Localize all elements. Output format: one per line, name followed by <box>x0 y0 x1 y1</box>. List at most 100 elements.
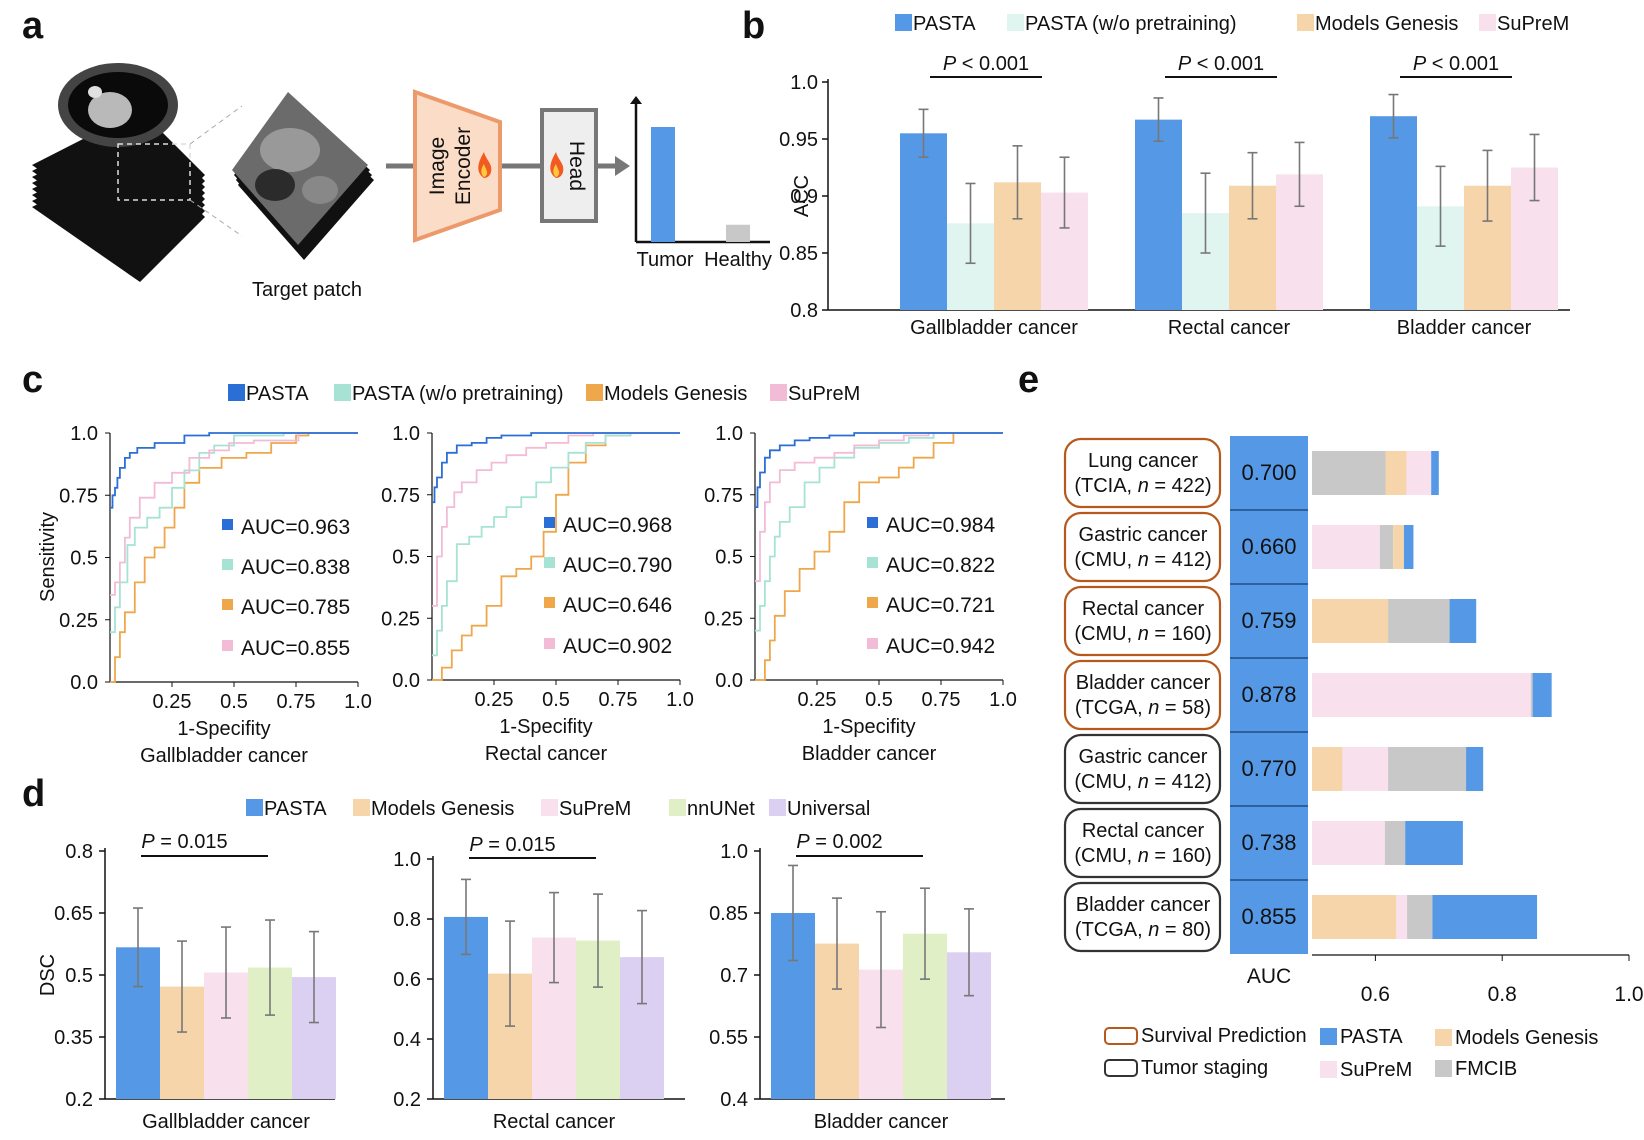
c2-auc-swatch-2 <box>867 597 878 608</box>
d1-yticklabel-0: 0.2 <box>393 1089 421 1111</box>
legend-d-label-2: SuPreM <box>559 798 631 820</box>
legend-c-swatch-0 <box>228 384 245 401</box>
c2-roc-1 <box>755 432 1003 632</box>
e-bar-3-0 <box>1312 673 1531 717</box>
e-auc-value-5: 0.738 <box>1241 830 1296 855</box>
c2-xticklabel-2: 0.75 <box>922 689 961 711</box>
c2-yticklabel-0: 0.0 <box>715 670 743 692</box>
c0-auc-label-2: AUC=0.785 <box>241 596 350 619</box>
legend-b-swatch-3 <box>1479 14 1496 31</box>
target-patch-image <box>232 92 374 260</box>
c0-roc-3 <box>110 432 358 596</box>
legend-d-swatch-1 <box>353 799 370 816</box>
d2-yticklabel-3: 0.85 <box>709 903 748 925</box>
legend-c-label-2: Models Genesis <box>604 383 747 405</box>
e-row-box-5 <box>1063 807 1222 879</box>
e-bar-0-2 <box>1406 451 1432 495</box>
e-bar-5-1 <box>1384 821 1406 865</box>
c0-xticklabel-1: 0.5 <box>220 691 248 713</box>
e-legend-label-1: PASTA <box>1340 1026 1403 1048</box>
e-bar-6-1 <box>1396 895 1408 939</box>
panel-d: PASTA Models Genesis SuPreM nnUNet Universal… <box>37 798 1005 1133</box>
b-bar-2-0 <box>1370 116 1417 310</box>
e-bar-4-3 <box>1466 747 1484 791</box>
mini-label-tumor: Tumor <box>636 249 693 271</box>
e-bar-5-0 <box>1312 821 1385 865</box>
c0-yticklabel-4: 1.0 <box>70 423 98 445</box>
c1-auc-label-1: AUC=0.790 <box>563 554 672 577</box>
legend-d-swatch-2 <box>541 799 558 816</box>
c0-xticklabel-0: 0.25 <box>153 691 192 713</box>
b-category-2: Bladder cancer <box>1397 317 1532 339</box>
d0-category: Gallbladder cancer <box>142 1111 310 1133</box>
e-auc-value-6: 0.855 <box>1241 904 1296 929</box>
e-row-box-1 <box>1063 511 1222 583</box>
c1-xticklabel-0: 0.25 <box>475 689 514 711</box>
panel-letter-c: c <box>22 359 43 401</box>
c0-auc-label-1: AUC=0.838 <box>241 556 350 579</box>
e-row-box-4 <box>1063 733 1222 805</box>
legend-c-label-0: PASTA <box>246 383 309 405</box>
fire-icon-head <box>550 152 564 178</box>
c1-auc-label-0: AUC=0.968 <box>563 514 672 537</box>
c0-auc-swatch-1 <box>222 559 233 570</box>
patch-organ-2 <box>255 169 295 201</box>
c0-title: Gallbladder cancer <box>140 745 308 767</box>
b-yticklabel-1: 0.85 <box>779 243 818 265</box>
e-row-label-3: Bladder cancer <box>1076 672 1211 694</box>
c2-xticklabel-3: 1.0 <box>989 689 1017 711</box>
c0-xticklabel-3: 1.0 <box>344 691 372 713</box>
e-row-source-2: (CMU, n = 160) <box>1074 623 1211 645</box>
e-xticklabel-1: 0.8 <box>1488 983 1517 1006</box>
e-bar-1-0 <box>1312 525 1380 569</box>
d0-yticklabel-2: 0.5 <box>65 965 93 987</box>
ct-aorta <box>88 86 102 98</box>
e-row-source-0: (TCIA, n = 422) <box>1074 475 1211 497</box>
legend-b-label-3: SuPreM <box>1497 13 1569 35</box>
e-row-label-6: Bladder cancer <box>1076 894 1211 916</box>
d1-yticklabel-1: 0.4 <box>393 1029 421 1051</box>
panel-letter-d: d <box>22 773 45 815</box>
b-category-1: Rectal cancer <box>1168 317 1291 339</box>
panel-a: Target patch Image Encoder Head Tumor Healthy <box>32 63 772 301</box>
e-legend-swatch-4 <box>1320 1061 1337 1078</box>
c1-auc-swatch-0 <box>544 517 555 528</box>
e-bar-0-0 <box>1312 451 1386 495</box>
e-bar-0-1 <box>1385 451 1407 495</box>
e-legend-label-5: FMCIB <box>1455 1058 1517 1080</box>
e-row-label-2: Rectal cancer <box>1082 598 1205 620</box>
c2-auc-swatch-1 <box>867 557 878 568</box>
legend-b-label-2: Models Genesis <box>1315 13 1458 35</box>
legend-b-swatch-1 <box>1007 14 1024 31</box>
b-bar-0-0 <box>900 133 947 310</box>
e-auc-value-1: 0.660 <box>1241 534 1296 559</box>
fire-icon-head-inner <box>553 164 560 177</box>
c1-yticklabel-2: 0.5 <box>392 547 420 569</box>
panel-b: PASTA PASTA (w/o pretraining) Models Genes… <box>779 13 1570 339</box>
c1-yticklabel-4: 1.0 <box>392 423 420 445</box>
c0-auc-swatch-0 <box>222 519 233 530</box>
panel-letter-e: e <box>1018 359 1039 401</box>
d0-yticklabel-3: 0.65 <box>54 903 93 925</box>
c2-yticklabel-1: 0.25 <box>704 608 743 630</box>
patch-organ-1 <box>260 128 320 172</box>
c1-auc-label-2: AUC=0.646 <box>563 594 672 617</box>
image-encoder-label: Image Encoder <box>426 127 475 205</box>
e-bar-6-3 <box>1432 895 1538 939</box>
d2-category: Bladder cancer <box>814 1111 949 1133</box>
e-auc-value-3: 0.878 <box>1241 682 1296 707</box>
c2-auc-label-0: AUC=0.984 <box>886 514 995 537</box>
d0-pvalue: P = 0.015 <box>141 831 227 853</box>
e-xticklabel-0: 0.6 <box>1361 983 1390 1006</box>
d1-pvalue: P = 0.015 <box>469 834 555 856</box>
b-pvalue-1: P < 0.001 <box>1178 53 1264 75</box>
target-box <box>117 143 191 201</box>
b-pvalue-2: P < 0.001 <box>1413 53 1499 75</box>
b-category-0: Gallbladder cancer <box>910 317 1078 339</box>
e-bar-4-2 <box>1388 747 1467 791</box>
c1-yticklabel-1: 0.25 <box>381 608 420 630</box>
e-xticklabel-2: 1.0 <box>1614 983 1643 1006</box>
e-bar-6-2 <box>1407 895 1433 939</box>
legend-c-swatch-3 <box>770 384 787 401</box>
